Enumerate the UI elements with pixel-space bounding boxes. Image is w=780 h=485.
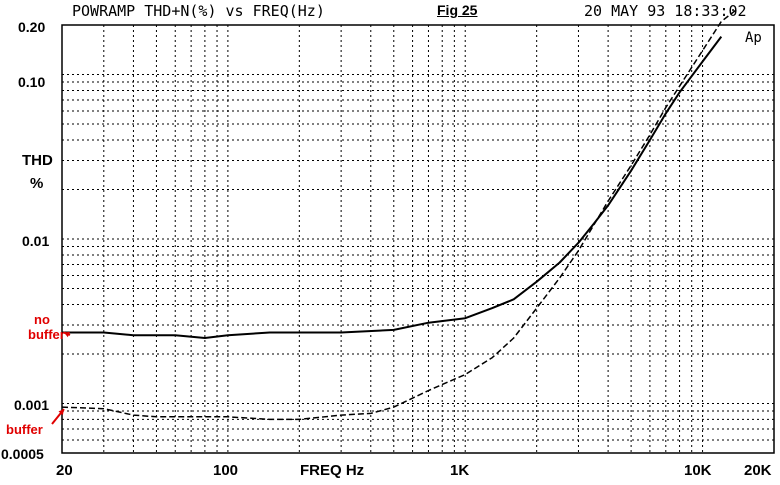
plot-frame: [61, 24, 775, 454]
x-tick-label: 100: [213, 462, 239, 479]
annotation-no-buffer: no buffer: [28, 312, 65, 342]
y-tick-label: 0.10: [18, 74, 46, 90]
annotation-no-buffer-line1: no: [34, 312, 50, 327]
grid-layer: [62, 25, 774, 453]
annotation-no-buffer-arrow-head: [64, 331, 70, 338]
x-tick-label: 1K: [450, 462, 470, 479]
x-axis-label: FREQ Hz: [300, 462, 365, 479]
series-line-no-buffer: [62, 35, 723, 339]
y-axis-label-percent: %: [30, 175, 44, 192]
x-tick-label: 20K: [744, 462, 772, 479]
series-layer: [61, 8, 738, 421]
annotation-buffer: buffer: [6, 422, 43, 437]
ap-logo: Ap: [745, 30, 762, 46]
y-tick-label: 0.0005: [1, 446, 44, 462]
timestamp: 20 MAY 93 18:33:02: [584, 2, 747, 20]
annotation-buffer-arrow-head: [58, 409, 64, 416]
series-line-buffer: [61, 8, 738, 421]
y-axis-label-thd: THD: [22, 152, 53, 169]
figure-label: Fig 25: [437, 2, 478, 18]
annotation-arrows: [51, 331, 71, 425]
x-tick-label: 20: [56, 462, 73, 479]
x-tick-label: 10K: [684, 462, 712, 479]
annotation-no-buffer-line2: buffer: [28, 327, 65, 342]
y-tick-label: 0.01: [22, 233, 50, 249]
chart-title: POWRAMP THD+N(%) vs FREQ(Hz): [72, 2, 325, 20]
y-tick-label: 0.001: [14, 397, 50, 413]
y-tick-label: 0.20: [18, 19, 46, 35]
